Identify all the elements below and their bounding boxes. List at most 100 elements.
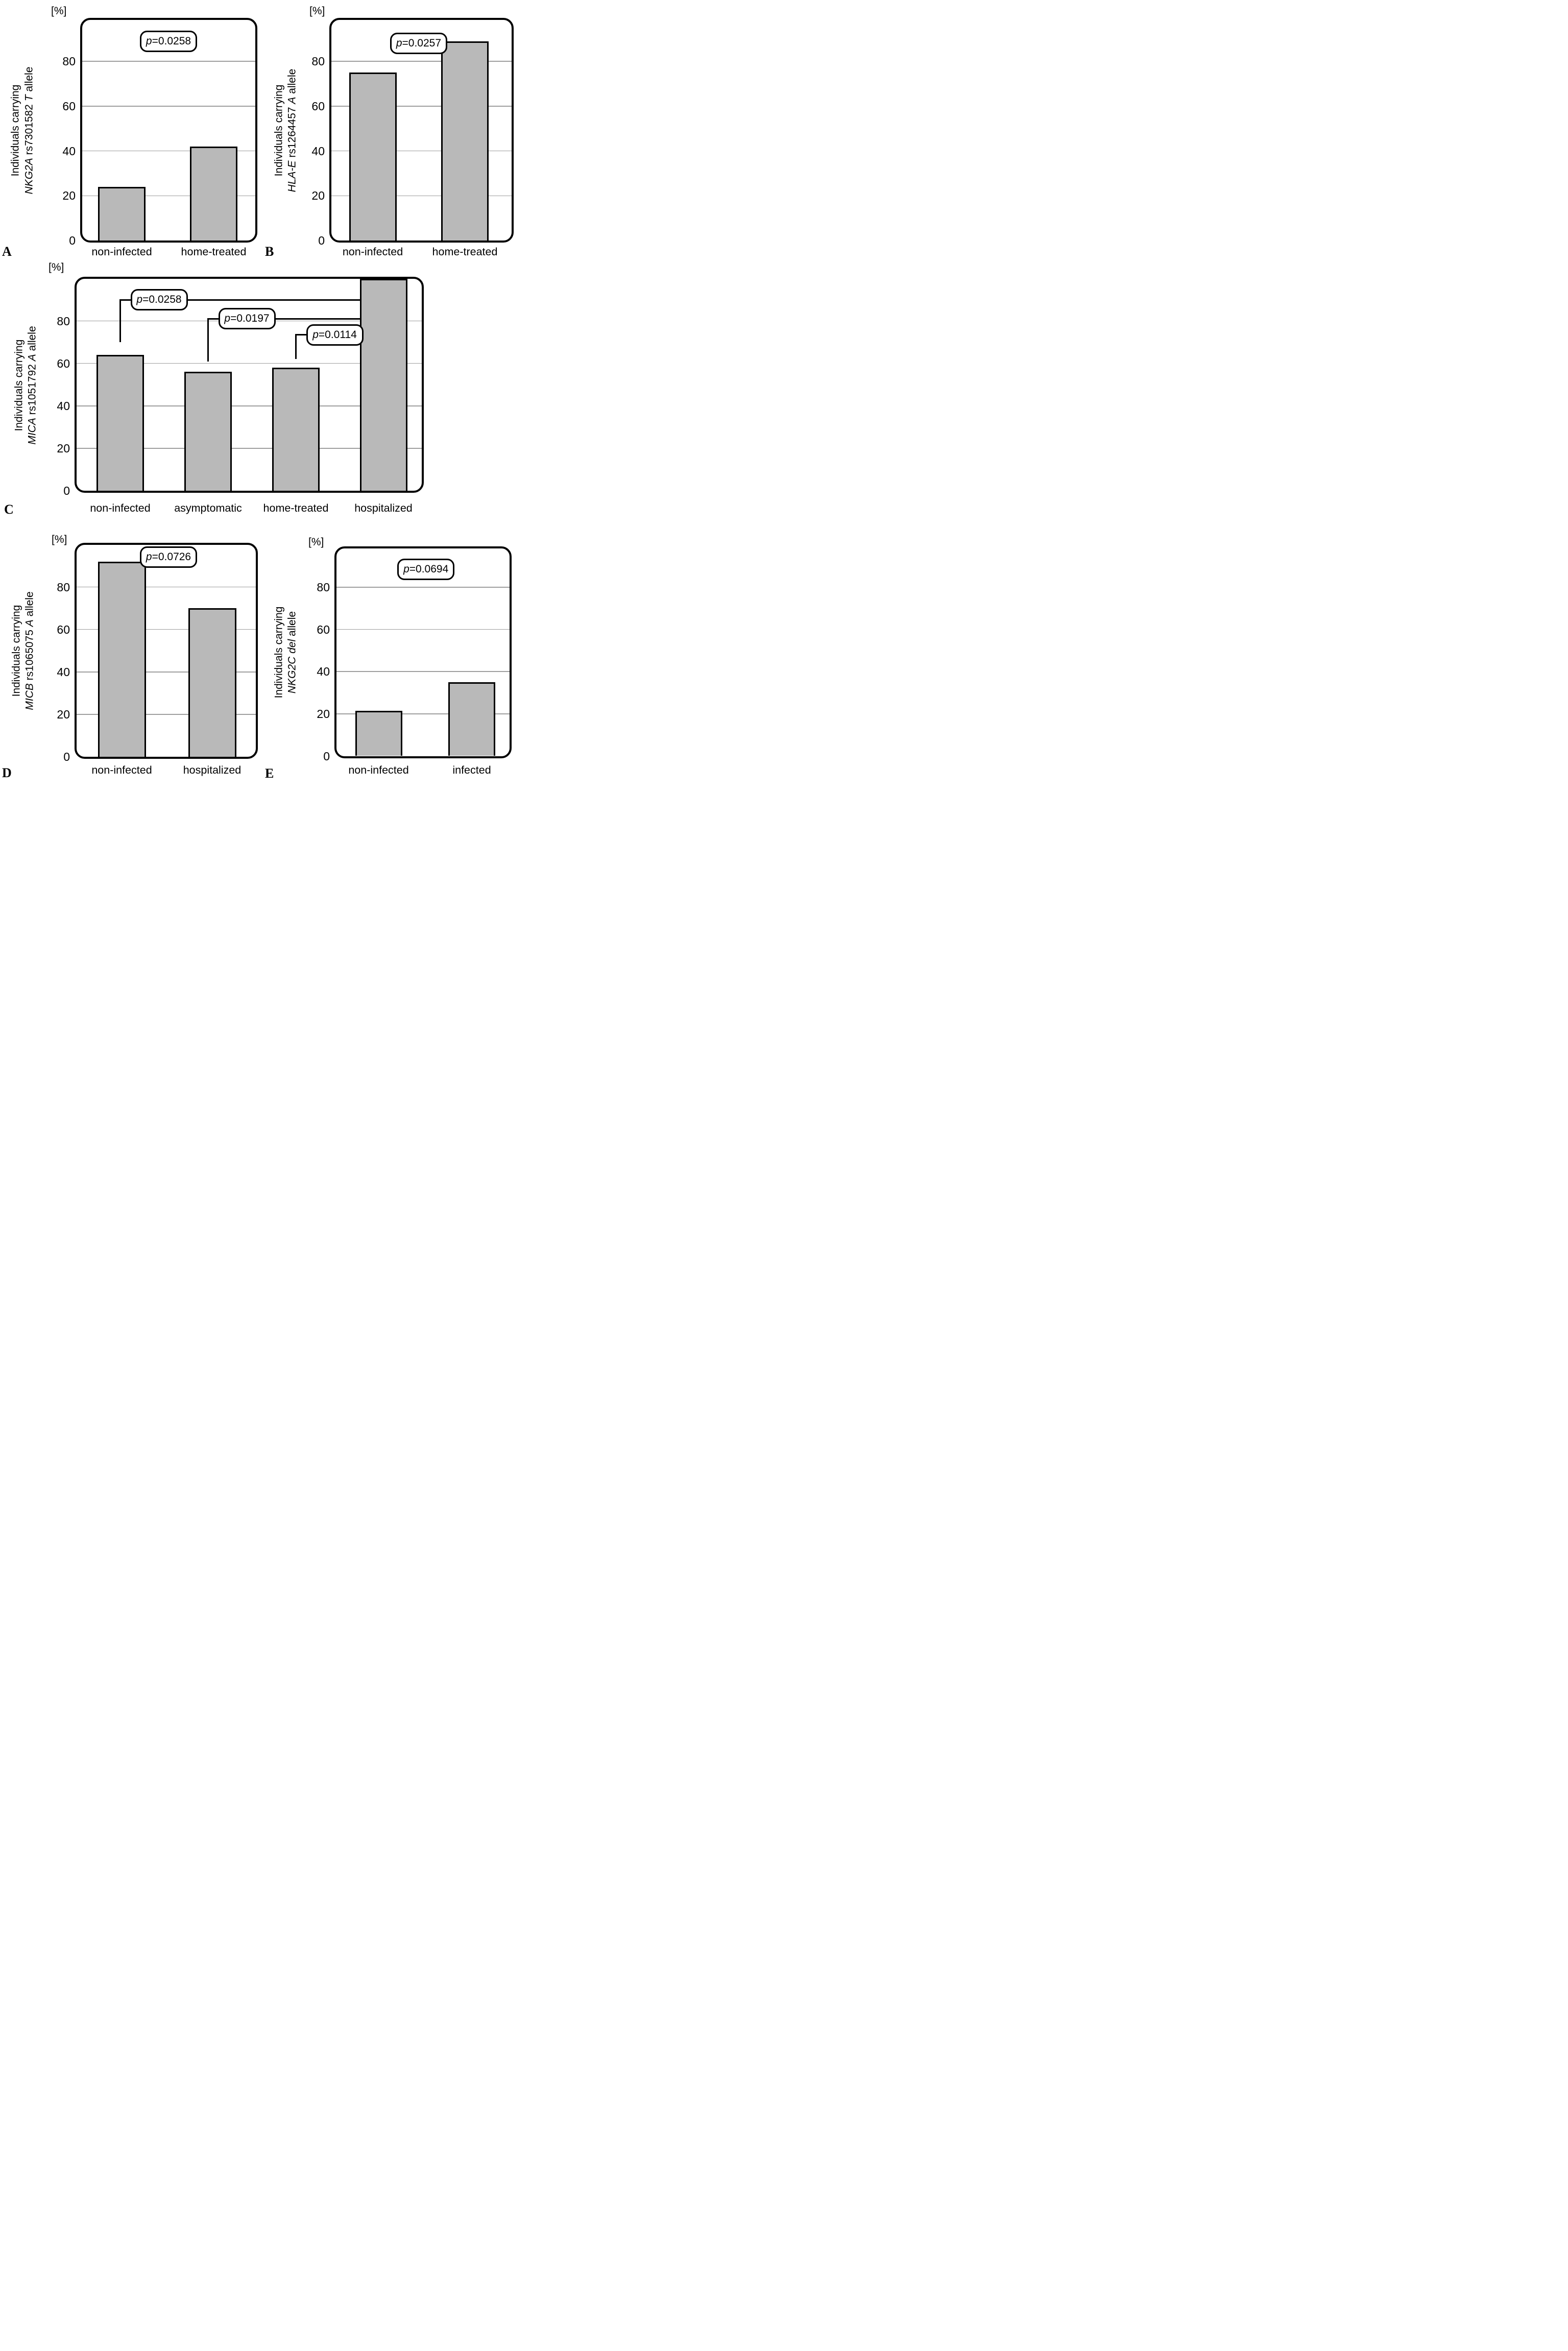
gridline xyxy=(76,363,422,364)
gridline xyxy=(76,714,256,715)
panel-letter-B: B xyxy=(265,244,274,259)
gridline xyxy=(331,195,512,197)
gridline xyxy=(336,713,510,714)
y-tick-label: 0 xyxy=(63,484,70,497)
y-axis-label-line2: MICB rs1065075 A allele xyxy=(24,529,36,774)
bar-non-infected xyxy=(349,73,397,241)
bar-infected xyxy=(448,682,495,756)
label-text: allele xyxy=(286,68,298,97)
p-value-text: =0.0257 xyxy=(402,37,442,50)
y-tick-label: 80 xyxy=(62,55,76,68)
y-tick-label: 40 xyxy=(62,144,76,158)
bar-home-treated xyxy=(272,368,320,491)
gridline xyxy=(331,106,512,107)
y-tick-label: 40 xyxy=(57,399,70,413)
y-tick-label: 20 xyxy=(62,189,76,203)
y-tick-label: 0 xyxy=(63,750,70,763)
bar-non-infected xyxy=(98,561,146,757)
y-axis-unit-label: [%] xyxy=(52,534,67,545)
bar-non-infected xyxy=(98,186,146,241)
y-tick-label: 60 xyxy=(311,99,325,113)
p-value-box: p =0.0114 xyxy=(306,324,364,346)
x-category-label: hospitalized xyxy=(354,502,413,514)
bar-hospitalized xyxy=(188,608,236,757)
figure-bar-charts: [%] Individuals carrying NKG2A rs7301582 T… xyxy=(0,0,523,784)
gene-name-italic: MICA xyxy=(26,417,38,445)
x-category-label: hospitalized xyxy=(183,764,242,776)
panel-letter-D: D xyxy=(2,765,12,780)
gene-name-italic: MICB xyxy=(23,683,36,710)
p-symbol: p xyxy=(146,551,152,563)
bar-non-infected xyxy=(97,355,144,491)
y-axis-label-line1: Individuals carrying xyxy=(13,339,25,431)
gridline xyxy=(82,61,255,62)
gridline xyxy=(82,106,255,107)
y-axis-label-line1: Individuals carrying xyxy=(273,84,285,177)
gridline xyxy=(76,448,422,449)
p-value-text: =0.0197 xyxy=(230,313,270,325)
y-axis-unit-label: [%] xyxy=(309,5,325,17)
x-category-label: non-infected xyxy=(91,764,152,776)
y-axis-unit-label: [%] xyxy=(51,5,67,17)
x-category-label: home-treated xyxy=(432,246,498,258)
bar-non-infected xyxy=(355,710,402,756)
label-text: allele xyxy=(23,591,36,620)
y-axis-label-line2: MICA rs1051792 A allele xyxy=(27,262,38,508)
x-category-label: home-treated xyxy=(263,502,329,514)
gridline xyxy=(76,629,256,630)
y-axis-unit-label: [%] xyxy=(49,261,64,273)
panel-letter-C: C xyxy=(4,502,14,517)
y-tick-label: 60 xyxy=(57,356,70,370)
y-tick-label: 20 xyxy=(317,707,330,721)
y-tick-label: 0 xyxy=(69,234,76,247)
p-symbol: p xyxy=(396,37,402,50)
p-value-text: =0.0726 xyxy=(152,551,191,563)
y-axis-unit-label: [%] xyxy=(308,536,324,548)
gene-name-italic: NKG2C xyxy=(286,656,298,694)
y-axis-label-line1: Individuals carrying xyxy=(10,605,22,697)
label-text: allele xyxy=(286,611,298,639)
bar-home-treated xyxy=(190,146,237,241)
x-category-label: home-treated xyxy=(181,246,247,258)
y-tick-label: 60 xyxy=(317,622,330,636)
y-axis-label-line1: Individuals carrying xyxy=(273,606,285,699)
y-axis-label-line1: Individuals carrying xyxy=(9,84,21,177)
p-value-text: =0.0258 xyxy=(152,35,191,47)
label-text: allele xyxy=(23,66,35,95)
label-text: rs7301582 xyxy=(23,101,35,158)
y-tick-label: 0 xyxy=(323,749,330,763)
significance-bracket-vertical xyxy=(119,300,121,343)
gene-name-italic: HLA-E xyxy=(286,160,298,193)
gridline xyxy=(76,405,422,406)
gridline xyxy=(331,61,512,62)
gridline xyxy=(336,671,510,672)
gridline xyxy=(76,586,256,588)
gene-name-italic: T xyxy=(23,94,35,102)
gridline xyxy=(336,629,510,630)
y-tick-label: 80 xyxy=(57,580,70,594)
y-tick-label: 20 xyxy=(57,707,70,721)
p-value-box: p =0.0258 xyxy=(130,289,188,311)
bar-home-treated xyxy=(441,41,489,241)
plot-area-frame xyxy=(334,546,512,758)
p-value-box: p =0.0197 xyxy=(218,308,276,330)
x-category-label: asymptomatic xyxy=(174,502,242,514)
p-symbol: p xyxy=(224,313,231,325)
p-value-box: p =0.0694 xyxy=(397,558,455,580)
y-tick-label: 0 xyxy=(318,234,325,247)
p-symbol: p xyxy=(312,328,319,341)
gridline xyxy=(331,150,512,152)
plot-area-frame xyxy=(329,18,514,243)
y-tick-label: 60 xyxy=(62,99,76,113)
y-tick-label: 80 xyxy=(57,314,70,328)
significance-bracket-vertical xyxy=(295,334,297,359)
significance-bracket-horizontal xyxy=(207,318,360,320)
p-value-box: p =0.0258 xyxy=(140,30,197,52)
gridline xyxy=(76,671,256,673)
p-value-text: =0.0114 xyxy=(318,328,357,341)
y-tick-label: 20 xyxy=(311,189,325,203)
y-axis-label-line2: HLA-E rs1264457 A allele xyxy=(286,8,298,253)
gridline xyxy=(82,150,255,152)
gridline xyxy=(82,195,255,197)
label-text: allele xyxy=(26,325,38,354)
